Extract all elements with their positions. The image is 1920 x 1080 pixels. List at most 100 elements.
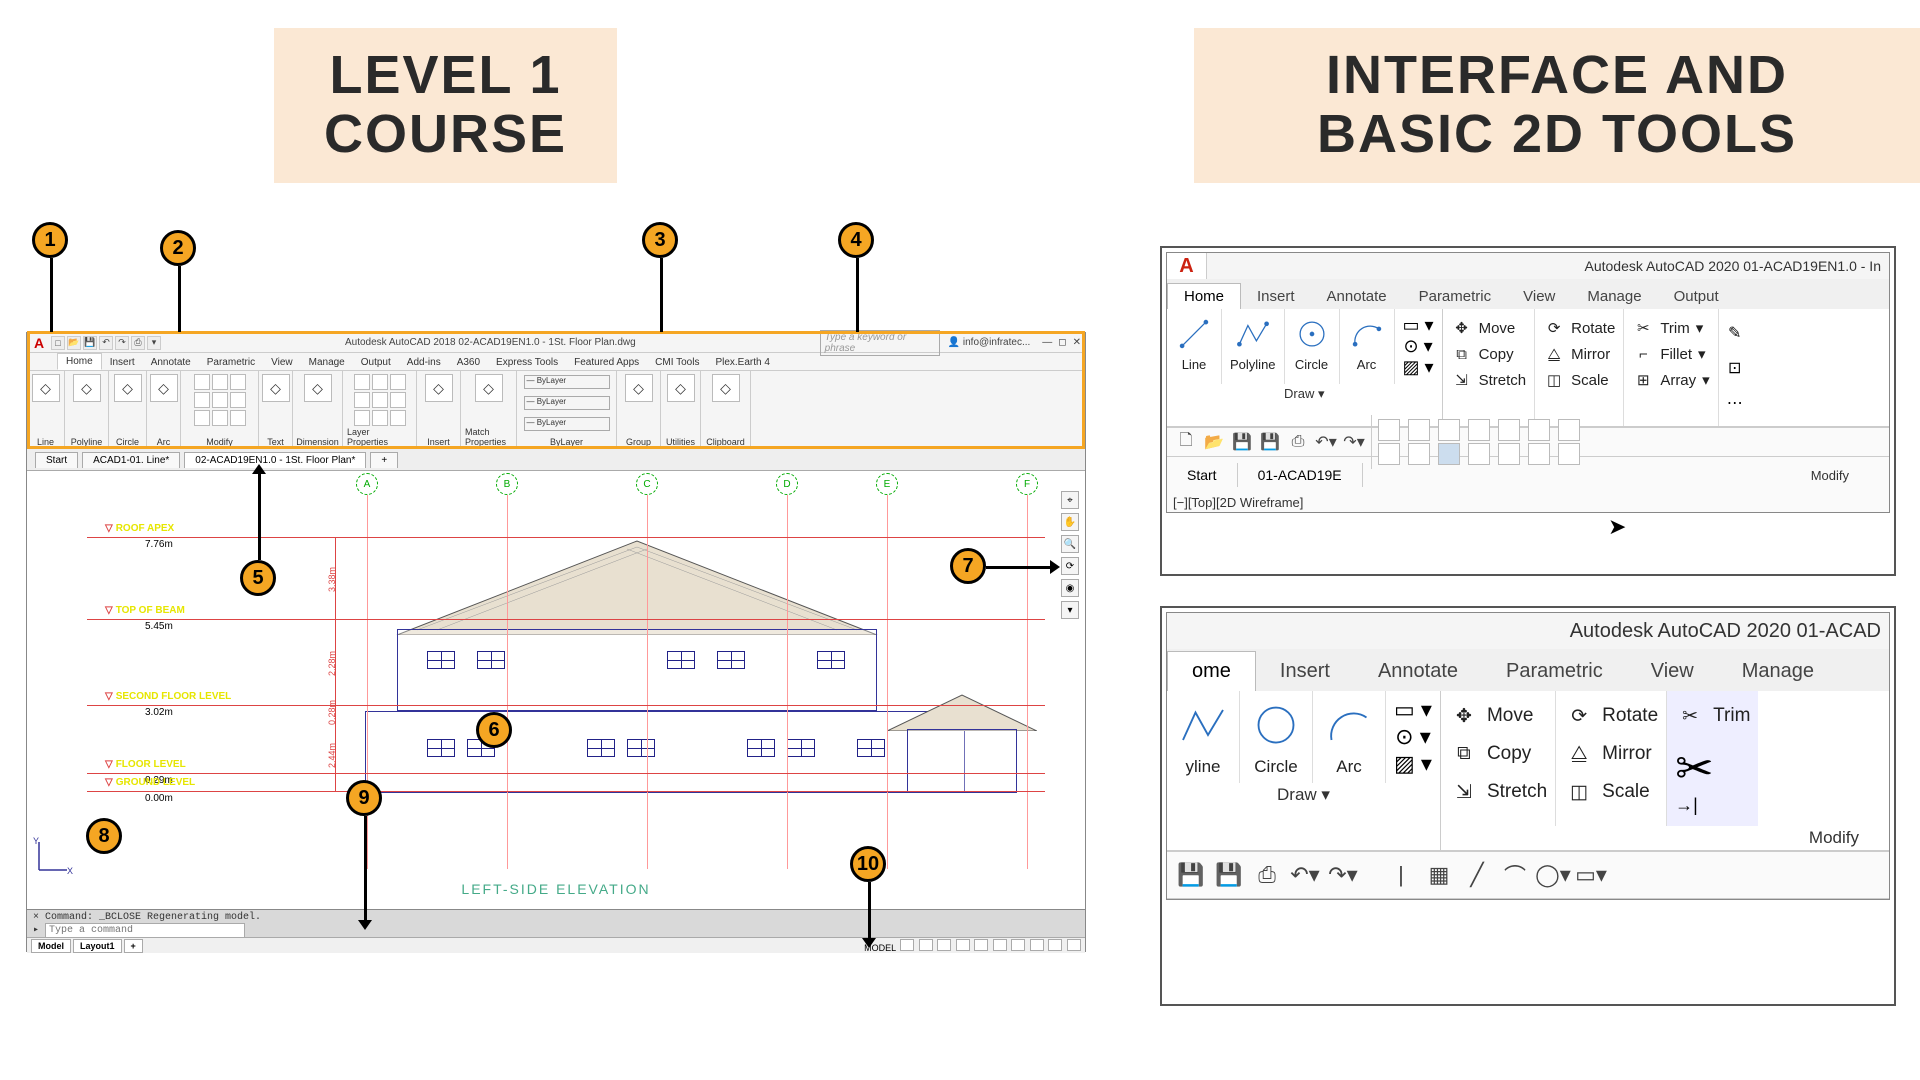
rect-tool-icon[interactable]: ▭▾ bbox=[1575, 859, 1607, 891]
array-button[interactable]: ⊞Array ▾ bbox=[1632, 367, 1709, 393]
ribbon-tab-featured-apps[interactable]: Featured Apps bbox=[566, 355, 647, 370]
modify-extra[interactable]: ✎⊡⋯ bbox=[1719, 309, 1751, 426]
ribbon-tab-manage[interactable]: Manage bbox=[301, 355, 353, 370]
ribbon-tab-view[interactable]: View bbox=[263, 355, 301, 370]
mirror-button[interactable]: ⧋Mirror bbox=[1564, 735, 1652, 773]
line-tool-icon[interactable]: ╱ bbox=[1461, 859, 1493, 891]
scale-button[interactable]: ◫Scale bbox=[1564, 773, 1650, 811]
undo-icon[interactable]: ↶▾ bbox=[1315, 431, 1337, 453]
help-search[interactable]: Type a keyword or phrase bbox=[820, 330, 940, 356]
open-icon[interactable]: 📂 bbox=[1203, 431, 1225, 453]
quick-access-toolbar[interactable]: □ 📂 💾 ↶ ↷ ⎙ ▾ bbox=[51, 336, 161, 350]
save-icon[interactable]: 💾 bbox=[1231, 431, 1253, 453]
file-tab[interactable]: + bbox=[370, 452, 398, 468]
draw-arc[interactable]: Arc bbox=[1313, 691, 1386, 783]
panel-line[interactable]: ◇Line bbox=[27, 371, 65, 448]
ribbon-tab-insert[interactable]: Insert bbox=[102, 355, 143, 370]
print-icon[interactable]: ⎙ bbox=[1287, 431, 1309, 453]
draw-circle[interactable]: Circle bbox=[1285, 309, 1340, 384]
tab-annotate[interactable]: Annotate bbox=[1311, 284, 1403, 309]
panel-bylayer[interactable]: — ByLayer— ByLayer— ByLayerByLayer bbox=[517, 371, 617, 448]
draw-panel-label[interactable]: Draw ▾ bbox=[1167, 384, 1442, 404]
modify-expanded-grid[interactable] bbox=[1371, 415, 1881, 469]
panel-polyline[interactable]: ◇Polyline bbox=[65, 371, 109, 448]
undo-icon[interactable]: ↶▾ bbox=[1289, 859, 1321, 891]
draw-polyline[interactable]: Polyline bbox=[1222, 309, 1285, 384]
fillet-button[interactable]: ⌐Fillet ▾ bbox=[1632, 341, 1705, 367]
navbar-compass-icon[interactable]: ⌖ bbox=[1061, 491, 1079, 509]
qat-redo-icon[interactable]: ↷ bbox=[115, 336, 129, 350]
qat-more-icon[interactable]: ▾ bbox=[147, 336, 161, 350]
file-tab[interactable]: 01-ACAD19E bbox=[1238, 463, 1363, 487]
draw-polyline[interactable]: yline bbox=[1167, 691, 1240, 783]
modify-panel-label[interactable]: Modify bbox=[1363, 466, 1889, 485]
panel-modify[interactable]: Modify bbox=[181, 371, 259, 448]
app-icon[interactable]: A bbox=[31, 335, 47, 351]
status-anno-icon[interactable] bbox=[1011, 939, 1025, 951]
panel-layer-properties[interactable]: Layer Properties bbox=[343, 371, 417, 448]
qat-undo-icon[interactable]: ↶ bbox=[99, 336, 113, 350]
redo-icon[interactable]: ↷▾ bbox=[1327, 859, 1359, 891]
panel-dimension[interactable]: ◇Dimension bbox=[293, 371, 343, 448]
window-max-icon[interactable]: ◻ bbox=[1058, 337, 1066, 348]
tab-view[interactable]: View bbox=[1627, 652, 1718, 691]
circle-tool-icon[interactable]: ◯▾ bbox=[1537, 859, 1569, 891]
arc-tool-icon[interactable]: ⌒ bbox=[1499, 859, 1531, 891]
tool-icon[interactable]: ▦ bbox=[1423, 859, 1455, 891]
saveas-icon[interactable]: 💾 bbox=[1259, 431, 1281, 453]
layout-tab[interactable]: + bbox=[124, 939, 143, 953]
ribbon-tab-output[interactable]: Output bbox=[353, 355, 399, 370]
ribbon-tab-annotate[interactable]: Annotate bbox=[143, 355, 199, 370]
tab-view[interactable]: View bbox=[1507, 284, 1571, 309]
trim-button[interactable]: ✂Trim bbox=[1675, 697, 1750, 735]
mirror-button[interactable]: ⧋Mirror bbox=[1543, 341, 1610, 367]
status-lwt-icon[interactable] bbox=[993, 939, 1007, 951]
tab-insert[interactable]: Insert bbox=[1256, 652, 1354, 691]
navbar-zoom-icon[interactable]: 🔍 bbox=[1061, 535, 1079, 553]
qat-save-icon[interactable]: 💾 bbox=[83, 336, 97, 350]
navbar-wheel-icon[interactable]: ◉ bbox=[1061, 579, 1079, 597]
ribbon-tab-plex.earth-4[interactable]: Plex.Earth 4 bbox=[707, 355, 777, 370]
ribbon-tab-parametric[interactable]: Parametric bbox=[199, 355, 263, 370]
redo-icon[interactable]: ↷▾ bbox=[1343, 431, 1365, 453]
move-button[interactable]: ✥Move bbox=[1449, 697, 1533, 735]
status-grid-icon[interactable] bbox=[900, 939, 914, 951]
tab-output[interactable]: Output bbox=[1658, 284, 1735, 309]
draw-arc[interactable]: Arc bbox=[1340, 309, 1395, 384]
tab-ome[interactable]: ome bbox=[1167, 651, 1256, 691]
panel-text[interactable]: ◇Text bbox=[259, 371, 293, 448]
panel-match-properties[interactable]: ◇Match Properties bbox=[461, 371, 517, 448]
ribbon-tab-add-ins[interactable]: Add-ins bbox=[399, 355, 449, 370]
status-workspace-icon[interactable] bbox=[1030, 939, 1044, 951]
new-icon[interactable]: 🗋 bbox=[1175, 431, 1197, 453]
window-min-icon[interactable]: — bbox=[1042, 337, 1052, 348]
file-tab[interactable]: Start bbox=[35, 452, 78, 468]
panel-clipboard[interactable]: ◇Clipboard bbox=[701, 371, 751, 448]
rp1-qat[interactable]: 🗋 📂 💾 💾 ⎙ ↶▾ ↷▾ bbox=[1167, 427, 1889, 457]
layout-tabs[interactable]: ModelLayout1+ bbox=[31, 939, 143, 953]
copy-button[interactable]: ⧉Copy bbox=[1449, 735, 1531, 773]
status-polar-icon[interactable] bbox=[956, 939, 970, 951]
panel-circle[interactable]: ◇Circle bbox=[109, 371, 147, 448]
trim-button[interactable]: ✂Trim ▾ bbox=[1632, 315, 1703, 341]
stretch-button[interactable]: ⇲Stretch bbox=[1451, 367, 1527, 393]
panel-utilities[interactable]: ◇Utilities bbox=[661, 371, 701, 448]
qat-new-icon[interactable]: □ bbox=[51, 336, 65, 350]
tab-manage[interactable]: Manage bbox=[1571, 284, 1657, 309]
navbar-pan-icon[interactable]: ✋ bbox=[1061, 513, 1079, 531]
tab-insert[interactable]: Insert bbox=[1241, 284, 1311, 309]
panel-arc[interactable]: ◇Arc bbox=[147, 371, 181, 448]
tab-parametric[interactable]: Parametric bbox=[1403, 284, 1508, 309]
tab-parametric[interactable]: Parametric bbox=[1482, 652, 1627, 691]
status-ortho-icon[interactable] bbox=[937, 939, 951, 951]
drawing-area[interactable]: ⌖ ✋ 🔍 ⟳ ◉ ▾ YX LEFT-SIDE ELEVATION ABCDE… bbox=[27, 471, 1085, 909]
rp2-qat[interactable]: 💾 💾 ⎙ ↶▾ ↷▾ | ▦ ╱ ⌒ ◯▾ ▭▾ bbox=[1167, 851, 1889, 899]
layout-tab[interactable]: Layout1 bbox=[73, 939, 122, 953]
autocad-logo-icon[interactable]: A bbox=[1167, 253, 1207, 279]
draw-circle[interactable]: Circle bbox=[1240, 691, 1313, 783]
tab-annotate[interactable]: Annotate bbox=[1354, 652, 1482, 691]
ribbon-tab-express-tools[interactable]: Express Tools bbox=[488, 355, 566, 370]
draw-extra[interactable]: ▭ ▾ ⊙ ▾ ▨ ▾ bbox=[1386, 691, 1440, 783]
draw-line[interactable]: Line bbox=[1167, 309, 1222, 384]
modify-panel-label[interactable]: Modify bbox=[1441, 826, 1889, 850]
